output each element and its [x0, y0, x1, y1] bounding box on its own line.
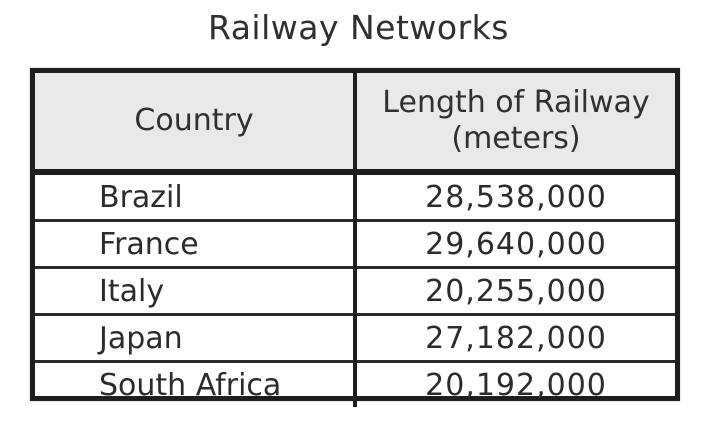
- header-country: Country: [35, 73, 357, 175]
- railway-table: Country Length of Railway (meters) Brazi…: [30, 68, 680, 407]
- table-row: Italy 20,255,000: [35, 267, 675, 316]
- cell-country: Italy: [35, 267, 357, 316]
- header-row: Country Length of Railway (meters): [35, 73, 675, 175]
- table-title: Railway Networks: [208, 8, 509, 47]
- header-length-line1: Length of Railway: [382, 85, 650, 120]
- cell-country: Brazil: [35, 172, 357, 222]
- header-length-line2: (meters): [451, 121, 581, 156]
- cell-length: 28,538,000: [355, 172, 675, 222]
- header-length: Length of Railway (meters): [355, 73, 675, 175]
- cell-length: 20,255,000: [355, 267, 675, 316]
- table-row: Brazil 28,538,000: [35, 172, 675, 222]
- data-table: Country Length of Railway (meters) Brazi…: [35, 73, 675, 407]
- table-row: France 29,640,000: [35, 220, 675, 269]
- cell-country: South Africa: [35, 361, 357, 407]
- cell-length: 27,182,000: [355, 314, 675, 363]
- cell-length: 20,192,000: [425, 367, 607, 403]
- cell-country: Japan: [35, 314, 357, 363]
- cell-country: France: [35, 220, 357, 269]
- table-row: South Africa 20,192,000: [35, 361, 675, 407]
- table-row: Japan 27,182,000: [35, 314, 675, 363]
- cell-length: 29,640,000: [355, 220, 675, 269]
